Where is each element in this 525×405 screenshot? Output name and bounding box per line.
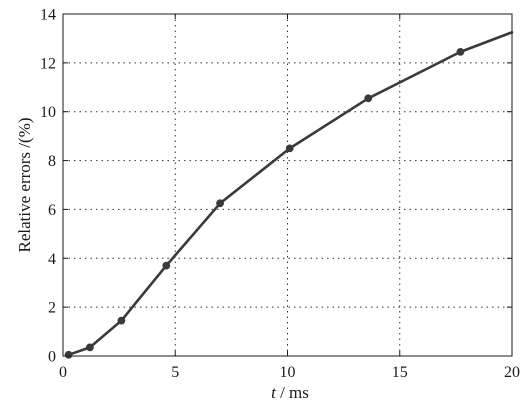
grid-lines bbox=[63, 14, 512, 356]
y-tick-label: 12 bbox=[40, 55, 56, 72]
plot-frame bbox=[62, 13, 513, 357]
data-point bbox=[216, 199, 225, 208]
y-axis-label: Relative errors /(%) bbox=[15, 118, 34, 253]
y-tick-label: 4 bbox=[48, 251, 56, 268]
y-tick-label: 10 bbox=[40, 104, 56, 121]
data-point bbox=[364, 94, 373, 103]
x-axis-label-unit: / ms bbox=[276, 383, 309, 402]
data-point bbox=[285, 144, 294, 153]
data-point bbox=[64, 350, 73, 359]
tick-labels: 0 5 10 15 20 0 2 4 6 8 10 12 14 bbox=[40, 7, 520, 382]
x-axis-label-variable: t bbox=[271, 383, 277, 402]
x-tick-label: 15 bbox=[392, 364, 408, 381]
series-layer bbox=[64, 30, 514, 359]
data-point bbox=[117, 316, 126, 325]
data-point bbox=[86, 343, 94, 352]
x-axis-label: t / ms bbox=[271, 383, 309, 402]
x-tick-label: 20 bbox=[504, 364, 520, 381]
x-tick-label: 5 bbox=[171, 364, 179, 381]
x-tick-label: 10 bbox=[280, 364, 296, 381]
y-tick-label: 0 bbox=[48, 349, 56, 366]
series-line bbox=[67, 30, 514, 357]
data-point bbox=[456, 48, 465, 56]
y-tick-label: 6 bbox=[48, 202, 56, 219]
y-tick-label: 8 bbox=[48, 153, 56, 170]
y-tick-label: 2 bbox=[48, 300, 56, 317]
y-tick-label: 14 bbox=[40, 7, 56, 24]
data-point bbox=[162, 261, 171, 270]
x-tick-label: 0 bbox=[59, 364, 67, 381]
